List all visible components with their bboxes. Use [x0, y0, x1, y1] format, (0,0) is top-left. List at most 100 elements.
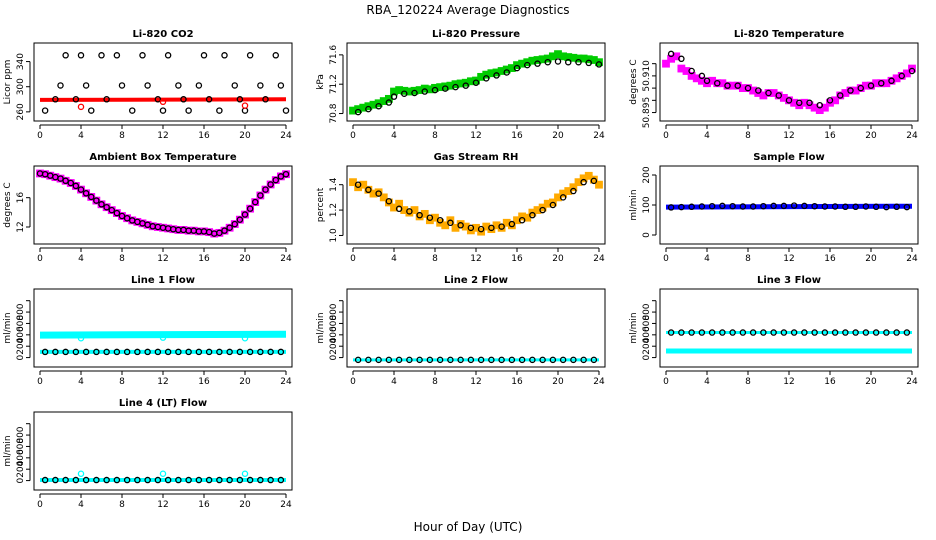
data-point: [164, 52, 172, 59]
data-point: [282, 107, 290, 114]
data-point: [903, 329, 911, 336]
y-axis-label: percent: [316, 187, 326, 222]
data-point: [277, 476, 285, 484]
x-tick-label: 20: [239, 131, 251, 141]
x-tick-label: 4: [78, 500, 84, 510]
panel-pressure: Li-820 Pressure kPa 0 4 8 12 16 20 24 70.8 71.2 71.…: [316, 29, 606, 141]
data-point: [93, 197, 100, 204]
data-point: [57, 82, 64, 89]
data-point: [395, 199, 404, 208]
data-point: [251, 198, 260, 206]
data-point: [41, 476, 49, 484]
data-point: [462, 82, 469, 89]
data-point: [755, 87, 762, 94]
x-tick-label: 20: [865, 377, 877, 387]
x-tick-label: 0: [37, 377, 43, 387]
data-point: [426, 356, 434, 364]
data-point: [441, 85, 449, 92]
data-point: [241, 211, 249, 218]
x-tick-label: 4: [704, 254, 710, 264]
data-point: [62, 177, 69, 185]
y-tick-label: 600: [16, 315, 26, 332]
data-point: [554, 58, 562, 65]
data-point: [144, 476, 151, 484]
data-point: [67, 179, 75, 187]
data-point: [231, 220, 238, 228]
panel-title: Li-820 Temperature: [734, 29, 844, 40]
x-tick-label: 0: [37, 254, 43, 264]
x-tick-label: 8: [432, 131, 438, 141]
data-point: [477, 225, 485, 233]
data-point: [216, 476, 223, 484]
x-tick-label: 20: [865, 254, 877, 264]
data-point: [185, 348, 192, 356]
series-hourly: [667, 50, 916, 109]
data-point: [154, 96, 162, 103]
y-tick-label: 12: [16, 221, 26, 232]
data-point: [385, 356, 393, 364]
data-point: [246, 205, 254, 212]
panel-title: Line 3 Flow: [757, 275, 821, 286]
panel-title: Li-820 Pressure: [432, 29, 520, 40]
y-tick-label: 200: [642, 337, 652, 354]
data-point: [775, 92, 783, 99]
data-point: [821, 329, 829, 336]
data-point: [831, 329, 839, 336]
data-point: [200, 52, 208, 59]
data-point: [241, 210, 249, 219]
data-point: [862, 203, 870, 210]
plot-frame: [33, 411, 293, 491]
data-point: [88, 107, 95, 114]
data-point: [93, 476, 100, 484]
data-point: [159, 107, 167, 114]
data-point: [708, 329, 716, 336]
x-tick-label: 24: [593, 131, 605, 141]
data-point: [82, 476, 90, 484]
x-tick-label: 4: [391, 131, 397, 141]
panel-title: Ambient Box Temperature: [89, 152, 236, 163]
data-point: [354, 356, 362, 364]
data-point: [379, 193, 388, 202]
x-tick-label: 20: [239, 254, 251, 264]
plot-frame: [33, 42, 293, 122]
data-point: [354, 181, 362, 188]
data-point: [226, 348, 233, 356]
x-tick-label: 16: [198, 131, 210, 141]
data-point: [893, 203, 900, 211]
plot-frame: [659, 42, 919, 122]
x-tick-label: 8: [119, 377, 125, 387]
data-point: [175, 82, 182, 89]
y-tick-label: 400: [16, 326, 26, 343]
data-point: [872, 329, 880, 336]
data-point: [703, 77, 711, 85]
data-point: [411, 89, 418, 97]
data-point: [749, 203, 757, 210]
data-point: [708, 202, 716, 210]
x-tick-label: 24: [906, 131, 918, 141]
y-tick-label: 260: [16, 103, 26, 120]
data-point: [575, 58, 582, 66]
y-tick-label: 600: [16, 438, 26, 455]
x-tick-label: 0: [663, 377, 669, 387]
y-tick-label: 100: [642, 196, 652, 213]
data-point: [52, 96, 59, 103]
panel-rh: Gas Stream RH percent 0 4 8 12 16 20 24 1.0 1.2 1.4: [316, 152, 606, 264]
y-tick-label: 0: [16, 477, 26, 483]
data-point: [406, 356, 413, 364]
data-point: [467, 356, 475, 364]
data-point: [62, 52, 69, 59]
data-point: [185, 476, 192, 484]
data-point: [159, 98, 167, 106]
x-tick-label: 12: [470, 131, 481, 141]
x-tick-label: 8: [119, 131, 125, 141]
data-point: [477, 356, 485, 364]
data-point: [406, 208, 413, 215]
data-point: [236, 476, 244, 484]
data-point: [790, 202, 798, 209]
data-point: [714, 79, 721, 87]
data-point: [780, 329, 788, 336]
y-axis-label: ml/min: [629, 312, 639, 343]
data-point: [816, 101, 824, 109]
data-point: [416, 356, 423, 364]
y-tick-label: 200: [329, 337, 339, 354]
